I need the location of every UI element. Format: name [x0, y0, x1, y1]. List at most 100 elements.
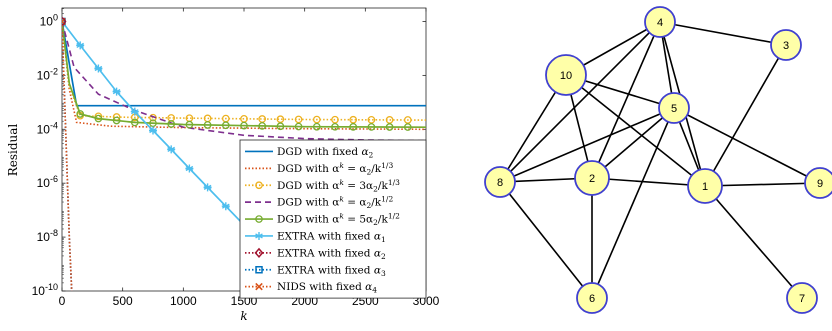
node-label: 5 — [671, 103, 677, 115]
node-10: 10 — [545, 54, 587, 96]
network-graph: 1 2 3 4 5 6 7 8 9 10 — [484, 6, 832, 314]
edge-5-6 — [591, 107, 675, 299]
data-point-series-3 — [94, 112, 103, 121]
data-point-series-3 — [385, 116, 394, 124]
edge-5-8 — [499, 107, 675, 183]
data-point-series-5 — [331, 122, 339, 131]
legend-label: DGD with αk = α2/k1/3 — [277, 161, 393, 177]
data-point-series-3 — [349, 115, 358, 124]
data-point-series-5 — [294, 122, 303, 131]
node-1: 1 — [687, 168, 723, 204]
series-line-2 — [62, 21, 426, 131]
y-axis-label: Residual — [6, 124, 20, 177]
node-label: 4 — [657, 17, 663, 29]
data-point-series-3 — [149, 113, 157, 122]
data-point-series-5 — [94, 114, 103, 123]
edge-4-8 — [499, 21, 661, 183]
legend-entry: EXTRA with fixed α2 — [245, 247, 386, 261]
edge-1-9 — [704, 182, 821, 187]
data-point-series-5 — [385, 123, 394, 131]
data-point-series-3 — [312, 115, 321, 124]
data-point-legend-marker — [255, 266, 263, 274]
series-4 — [62, 21, 426, 142]
data-point-series-6 — [203, 183, 212, 192]
node-label: 9 — [817, 178, 823, 190]
node-circle — [574, 160, 610, 196]
y-tick-label: 10-10 — [32, 282, 58, 298]
series-line-9 — [62, 21, 73, 291]
node-4: 4 — [644, 6, 676, 38]
data-point-series-5 — [203, 121, 212, 129]
data-point-series-3 — [367, 115, 376, 124]
data-point-series-6 — [167, 145, 176, 154]
y-tick-label: 100 — [40, 12, 58, 28]
legend-entry: EXTRA with fixed α1 — [245, 230, 386, 244]
edge-5-9 — [673, 107, 821, 184]
series-5 — [62, 21, 426, 131]
node-label: 3 — [783, 40, 789, 52]
edge-5-2 — [591, 107, 675, 179]
data-point-legend-marker — [255, 215, 263, 223]
legend-label: EXTRA with fixed α2 — [277, 247, 386, 261]
axis-ticks: 0 500 1000 1500 2000 2500 300010010-210-410-61… — [32, 8, 440, 308]
data-point-series-3 — [331, 115, 339, 124]
edge-4-3 — [659, 21, 787, 46]
legend-entry: DGD with fixed α2 — [245, 146, 374, 159]
data-point-series-5 — [221, 121, 230, 130]
edge-8-6 — [499, 181, 593, 299]
series-2 — [62, 21, 426, 131]
node-label: 7 — [799, 293, 805, 305]
node-label: 2 — [589, 173, 595, 185]
data-point-legend-marker — [254, 247, 264, 258]
edge-4-2 — [591, 21, 661, 179]
legend-entry: DGD with αk = α2/k1/2 — [245, 195, 393, 211]
data-point-series-6 — [76, 41, 85, 50]
node-3: 3 — [770, 29, 802, 61]
node-circle — [545, 54, 587, 96]
edge-10-8 — [499, 74, 567, 183]
data-point-series-5 — [367, 123, 376, 131]
legend-label: EXTRA with fixed α1 — [277, 230, 386, 244]
legend-label: NIDS with fixed α4 — [277, 281, 377, 295]
data-point-series-3 — [294, 115, 303, 124]
data-point-series-6 — [149, 126, 157, 135]
node-6: 6 — [576, 282, 608, 314]
graph-edges — [499, 21, 821, 299]
legend-entry: DGD with αk = 5α2/k1/2 — [245, 212, 400, 227]
series-line-4 — [62, 21, 426, 142]
data-point-series-5 — [349, 123, 358, 131]
legend-label: EXTRA with fixed α3 — [277, 264, 386, 278]
node-label: 6 — [589, 293, 595, 305]
legend-entry: DGD with αk = α2/k1/3 — [245, 161, 393, 177]
data-point-series-6 — [185, 164, 194, 173]
data-point-series-5 — [112, 116, 121, 125]
data-point-series-5 — [276, 122, 285, 131]
graph-nodes: 1 2 3 4 5 6 7 8 9 10 — [484, 6, 832, 314]
legend-label: DGD with αk = α2/k1/2 — [277, 195, 393, 211]
series-line-5 — [62, 21, 426, 129]
y-tick-label: 10-8 — [37, 228, 58, 244]
node-circle — [484, 166, 516, 198]
data-point-series-6 — [112, 87, 121, 96]
legend-entry: EXTRA with fixed α3 — [245, 264, 386, 278]
data-point-series-5 — [258, 122, 267, 130]
x-tick-label: 1000 — [170, 294, 197, 308]
data-point-series-5 — [240, 121, 248, 130]
data-point-series-6 — [130, 107, 139, 116]
node-circle — [687, 168, 723, 204]
data-point-series-5 — [185, 120, 194, 129]
node-label: 10 — [560, 70, 572, 82]
y-tick-label: 10-6 — [37, 174, 58, 190]
legend-label: DGD with αk = 3α2/k1/3 — [277, 178, 400, 194]
node-8: 8 — [484, 166, 516, 198]
data-point-series-6 — [221, 202, 230, 211]
data-point-start — [62, 17, 66, 26]
legend-entry: NIDS with fixed α4 — [245, 281, 377, 295]
data-point-series-5 — [167, 120, 176, 128]
data-point-series-5 — [403, 123, 412, 131]
edge-10-1 — [565, 74, 706, 187]
data-point-series-5 — [130, 118, 139, 127]
node-circle — [644, 6, 676, 38]
data-point-series-5 — [312, 122, 321, 131]
edge-3-1 — [704, 44, 787, 187]
